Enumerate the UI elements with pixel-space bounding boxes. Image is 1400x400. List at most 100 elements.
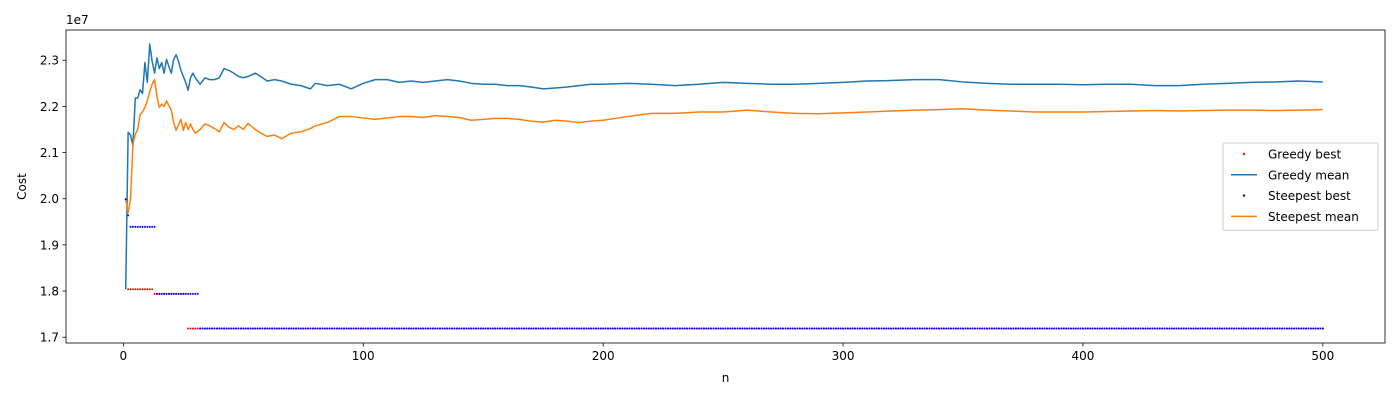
data-point: [882, 327, 885, 330]
data-point: [1237, 327, 1240, 330]
data-point: [950, 327, 953, 330]
data-point: [249, 327, 252, 330]
data-point: [556, 327, 559, 330]
data-point: [966, 327, 969, 330]
data-point: [1017, 327, 1020, 330]
legend-item: Greedy mean: [1231, 168, 1349, 182]
data-point: [513, 327, 516, 330]
data-point: [1199, 327, 1202, 330]
data-point: [215, 327, 218, 330]
data-point: [434, 327, 437, 330]
data-point: [957, 327, 960, 330]
data-point: [1290, 327, 1293, 330]
data-point: [172, 292, 175, 295]
data-point: [395, 327, 398, 330]
data-point: [1151, 327, 1154, 330]
data-point: [280, 327, 283, 330]
data-point: [475, 327, 477, 330]
data-point: [131, 288, 134, 291]
data-point: [695, 327, 698, 330]
data-point: [407, 327, 410, 330]
data-point: [566, 327, 569, 330]
data-point: [568, 327, 571, 330]
data-point: [405, 327, 408, 330]
data-point: [179, 292, 182, 295]
data-point: [842, 327, 845, 330]
y-axis-ticks: 1.7 1.8 1.9 2.0 2.1 2.2 2.3: [40, 54, 66, 345]
data-point: [285, 327, 288, 330]
data-point: [561, 327, 564, 330]
data-point: [928, 327, 931, 330]
data-point: [971, 327, 974, 330]
data-point: [825, 327, 828, 330]
data-point: [359, 327, 362, 330]
data-point: [381, 327, 384, 330]
data-point: [184, 292, 187, 295]
data-point: [767, 327, 770, 330]
data-point: [878, 327, 881, 330]
data-point: [220, 327, 223, 330]
data-point: [374, 327, 377, 330]
data-point: [275, 327, 278, 330]
data-point: [916, 327, 919, 330]
data-point: [930, 327, 933, 330]
data-point: [436, 327, 439, 330]
data-point: [1101, 327, 1104, 330]
data-point: [642, 327, 645, 330]
data-point: [482, 327, 485, 330]
data-point: [858, 327, 861, 330]
data-point: [693, 327, 696, 330]
data-point: [515, 327, 518, 330]
data-point: [201, 327, 204, 330]
data-point: [1158, 327, 1161, 330]
data-point: [1062, 327, 1065, 330]
data-point: [223, 327, 226, 330]
data-point: [815, 327, 818, 330]
data-point: [683, 327, 686, 330]
data-point: [376, 327, 379, 330]
data-point: [530, 327, 533, 330]
data-point: [592, 327, 595, 330]
data-point: [191, 292, 194, 295]
data-point: [904, 327, 907, 330]
data-point: [153, 292, 156, 295]
data-point: [261, 327, 264, 330]
data-point: [345, 327, 348, 330]
data-point: [1206, 327, 1209, 330]
legend-box: [1222, 142, 1379, 231]
data-point: [1026, 327, 1029, 330]
data-point: [455, 327, 458, 330]
data-point: [1048, 327, 1051, 330]
legend-item: Greedy best: [1242, 148, 1342, 162]
data-point: [609, 327, 612, 330]
data-point: [498, 327, 501, 330]
data-point: [544, 327, 547, 330]
data-point: [964, 327, 967, 330]
data-point: [136, 225, 139, 228]
data-point: [808, 327, 811, 330]
data-point: [854, 327, 857, 330]
data-point: [486, 327, 489, 330]
y-axis-offset-label: 1e7: [66, 13, 89, 27]
data-point: [846, 327, 849, 330]
data-point: [599, 327, 602, 330]
legend-point-swatch: [1242, 152, 1246, 156]
data-point: [1187, 327, 1190, 330]
data-point: [371, 327, 374, 330]
data-point: [993, 327, 996, 330]
data-point: [388, 327, 391, 330]
data-point: [750, 327, 753, 330]
data-point: [1050, 327, 1053, 330]
data-point: [340, 327, 343, 330]
data-point: [203, 327, 206, 330]
data-point: [1216, 327, 1219, 330]
data-point: [551, 327, 554, 330]
data-point: [141, 288, 144, 291]
series-line-greedy-mean: [124, 43, 1323, 290]
y-axis-label: Cost: [15, 173, 29, 200]
data-point: [777, 327, 780, 330]
data-point: [331, 327, 334, 330]
x-tick-label: 500: [1311, 349, 1334, 363]
data-point: [630, 327, 633, 330]
series-layer: [124, 43, 1324, 330]
